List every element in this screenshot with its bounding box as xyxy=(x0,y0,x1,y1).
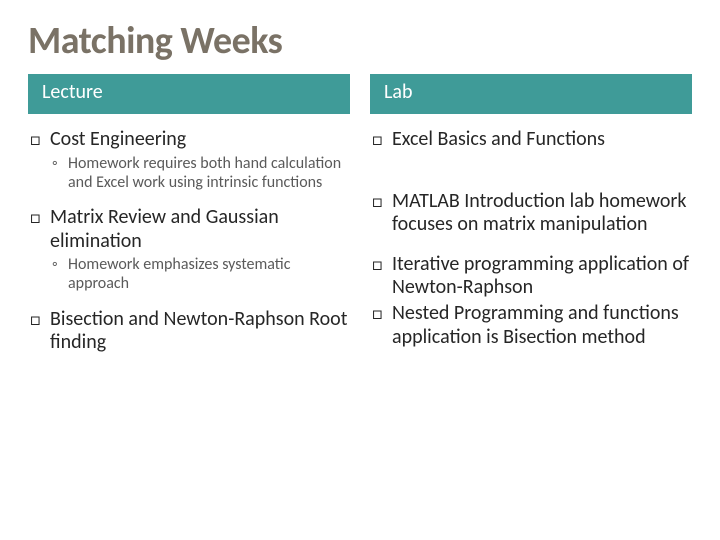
list-item-text: Cost Engineering xyxy=(50,128,350,152)
list-item: □ Cost Engineering xyxy=(30,128,350,152)
list-item-text: Iterative programming application of New… xyxy=(392,253,692,300)
left-body: □ Cost Engineering ◦ Homework requires b… xyxy=(28,128,350,355)
list-item-text: Bisection and Newton-Raphson Root findin… xyxy=(50,308,350,355)
list-subitem-text: Homework emphasizes systematic approach xyxy=(68,255,350,293)
list-item: □ Iterative programming application of N… xyxy=(372,253,692,300)
list-item-text: Excel Basics and Functions xyxy=(392,128,692,152)
list-item-text: MATLAB Introduction lab homework focuses… xyxy=(392,190,692,237)
left-column: Lecture □ Cost Engineering ◦ Homework re… xyxy=(28,74,350,357)
list-subitem: ◦ Homework requires both hand calculatio… xyxy=(52,154,350,192)
bullet-circle-icon: ◦ xyxy=(52,255,68,293)
slide-title: Matching Weeks xyxy=(28,18,692,64)
list-item-text: Matrix Review and Gaussian elimination xyxy=(50,206,350,253)
bullet-square-icon: □ xyxy=(372,190,392,237)
left-column-header: Lecture xyxy=(28,74,350,114)
bullet-circle-icon: ◦ xyxy=(52,154,68,192)
right-column: Lab □ Excel Basics and Functions □ MATLA… xyxy=(370,74,692,357)
bullet-square-icon: □ xyxy=(30,206,50,253)
list-item: □ Bisection and Newton-Raphson Root find… xyxy=(30,308,350,355)
list-subitem: ◦ Homework emphasizes systematic approac… xyxy=(52,255,350,293)
spacer xyxy=(370,239,692,253)
list-item-text: Nested Programming and functions applica… xyxy=(392,302,692,349)
list-item: □ Matrix Review and Gaussian elimination xyxy=(30,206,350,253)
bullet-square-icon: □ xyxy=(30,128,50,152)
spacer xyxy=(370,154,692,190)
bullet-square-icon: □ xyxy=(372,302,392,349)
bullet-square-icon: □ xyxy=(372,128,392,152)
list-item: □ MATLAB Introduction lab homework focus… xyxy=(372,190,692,237)
bullet-square-icon: □ xyxy=(30,308,50,355)
right-column-header: Lab xyxy=(370,74,692,114)
bullet-square-icon: □ xyxy=(372,253,392,300)
list-item: □ Excel Basics and Functions xyxy=(372,128,692,152)
slide: Matching Weeks Lecture □ Cost Engineerin… xyxy=(0,0,720,540)
list-item: □ Nested Programming and functions appli… xyxy=(372,302,692,349)
right-body: □ Excel Basics and Functions □ MATLAB In… xyxy=(370,128,692,349)
list-subitem-text: Homework requires both hand calculation … xyxy=(68,154,350,192)
columns: Lecture □ Cost Engineering ◦ Homework re… xyxy=(28,74,692,357)
